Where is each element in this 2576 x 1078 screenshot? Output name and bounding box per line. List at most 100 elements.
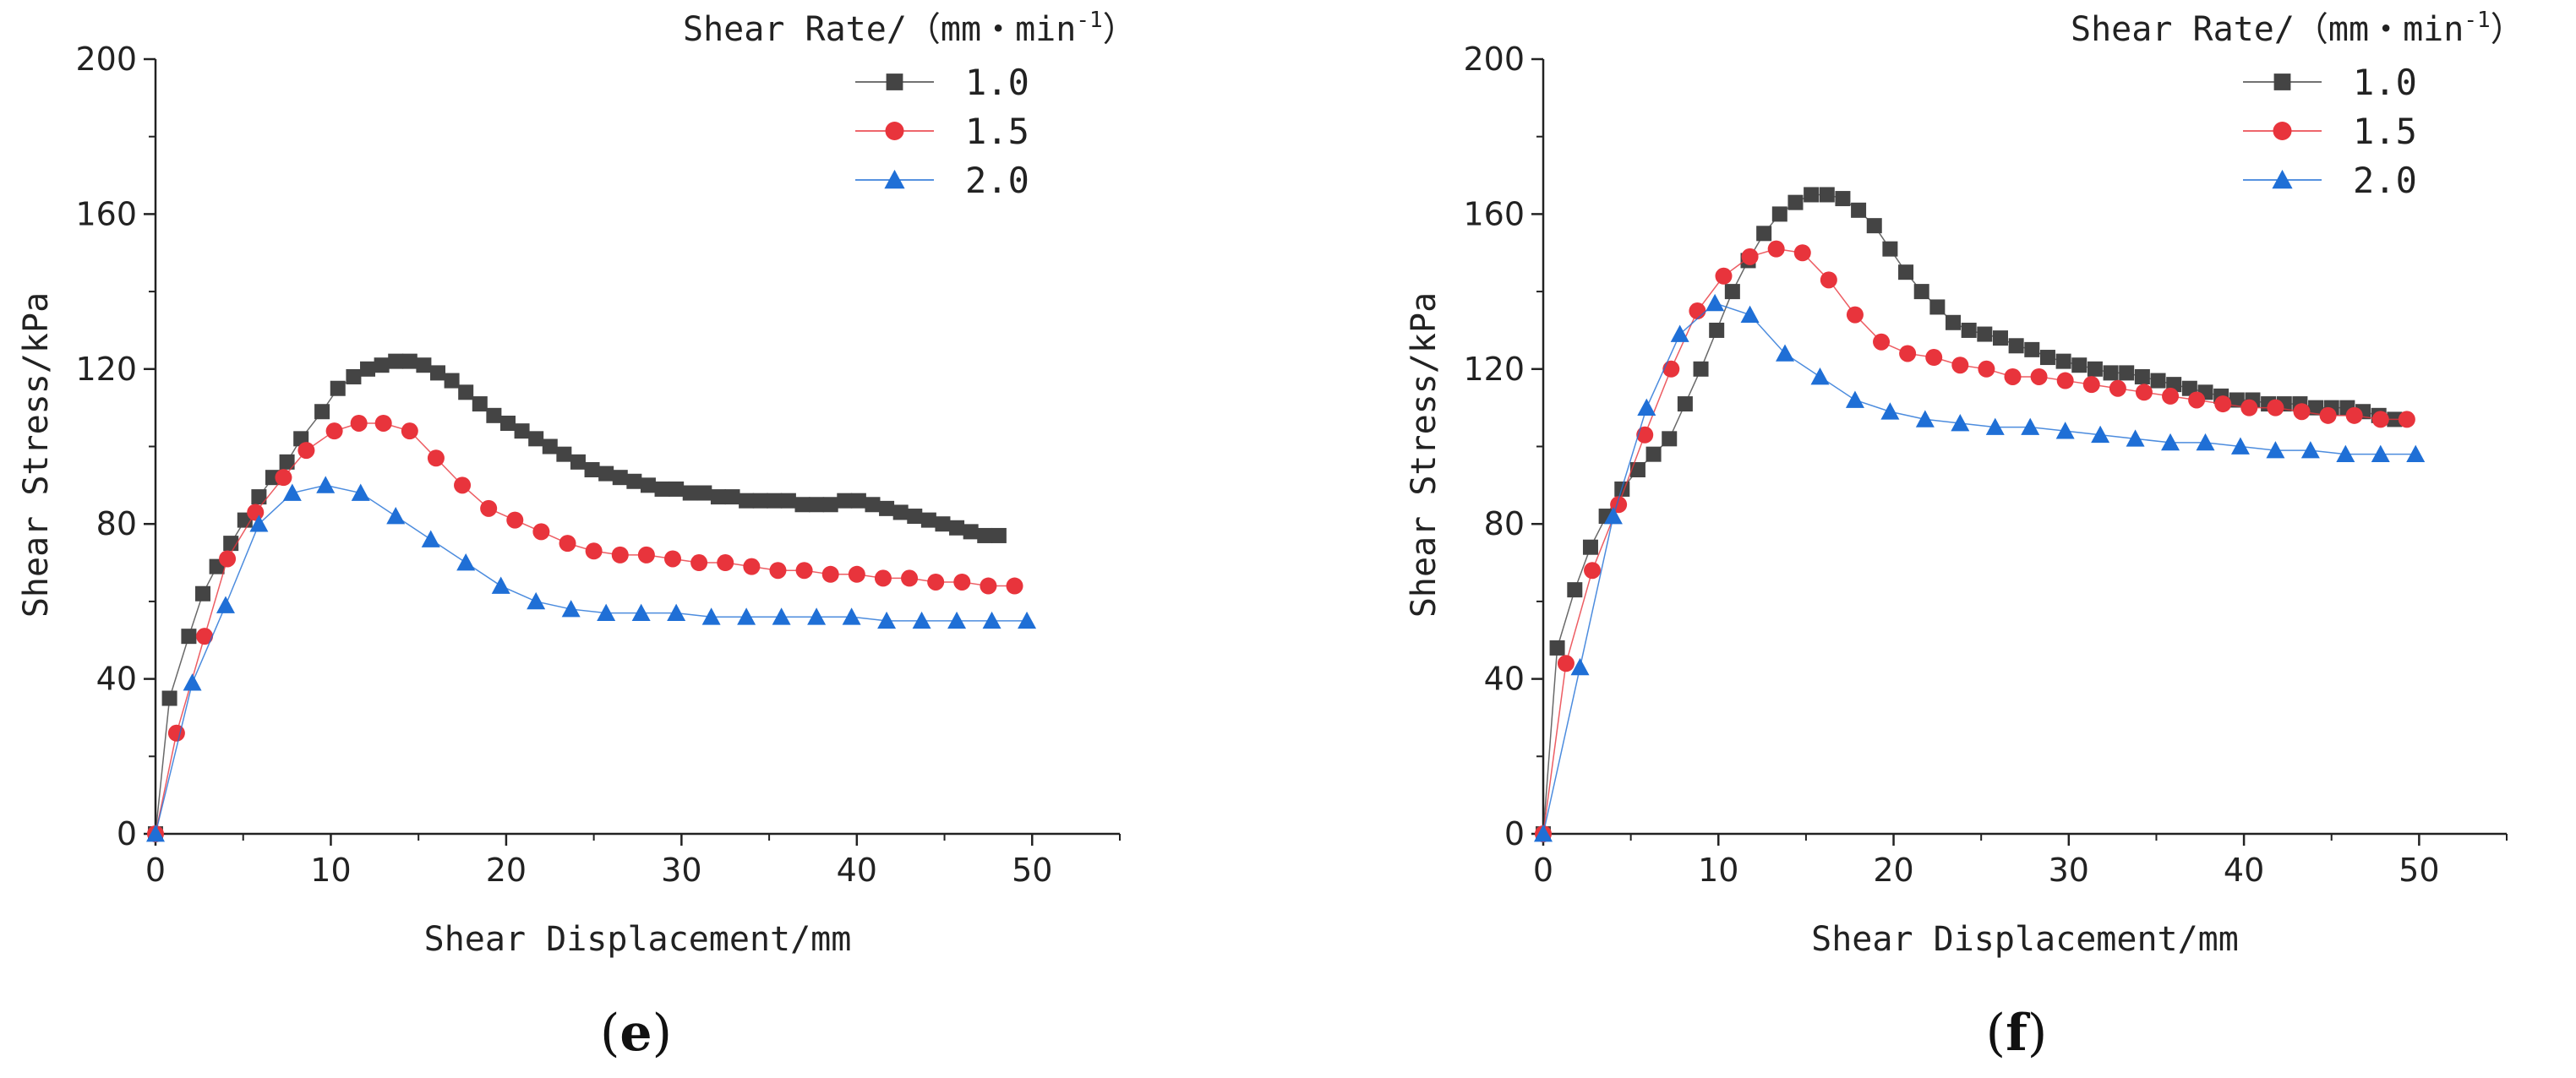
legend-label: 1.0 (965, 62, 1029, 103)
data-point-triangle (2336, 444, 2355, 463)
data-point-circle (585, 542, 603, 560)
data-point-square (1787, 194, 1804, 210)
data-point-triangle (1985, 417, 2005, 435)
data-point-circle (1662, 360, 1680, 378)
data-point-triangle (249, 514, 269, 532)
data-point-circle (2293, 403, 2311, 421)
data-point-square (1898, 264, 1914, 280)
legend-marker-circle (885, 122, 904, 140)
data-point-circle (1767, 240, 1785, 258)
data-point-square (1819, 187, 1835, 203)
data-point-triangle (982, 611, 1001, 629)
data-point-circle (821, 565, 839, 583)
data-point-triangle (386, 507, 406, 525)
data-point-triangle (1845, 390, 1864, 408)
data-point-square (2087, 361, 2103, 377)
data-point-triangle (2055, 422, 2075, 439)
data-point-square (1677, 396, 1693, 412)
data-point-square (1693, 361, 1709, 377)
data-point-square (612, 470, 628, 486)
y-tick-label: 160 (75, 195, 137, 232)
series-2.0 (1534, 293, 2426, 842)
data-point-square (1835, 191, 1851, 207)
data-point-square (1756, 226, 1772, 242)
data-point-square (892, 504, 909, 520)
x-tick-label: 40 (837, 852, 877, 889)
data-point-square (724, 489, 740, 505)
data-point-triangle (1706, 293, 1725, 312)
legend-label: 1.5 (2353, 111, 2417, 152)
data-point-square (514, 423, 530, 439)
data-point-circle (2188, 391, 2206, 409)
data-point-square (2071, 357, 2088, 373)
data-point-square (1866, 218, 1882, 234)
data-point-circle (953, 573, 971, 591)
legend-label: 2.0 (965, 160, 1029, 201)
data-point-circle (717, 554, 734, 572)
legend: Shear Rate/（mm・min-1） 1.0 1.5 2.0 (2071, 8, 2524, 201)
data-point-circle (2240, 399, 2258, 416)
x-tick-label: 0 (1533, 852, 1553, 889)
data-point-triangle (667, 603, 686, 622)
data-point-triangle (1018, 611, 1037, 629)
series-line (1542, 302, 2416, 835)
data-point-square (1882, 241, 1898, 257)
data-point-square (279, 454, 295, 470)
data-point-square (991, 527, 1007, 543)
data-point-triangle (737, 607, 756, 625)
data-point-circle (350, 414, 368, 432)
data-point-circle (611, 546, 629, 564)
data-point-triangle (316, 476, 336, 493)
data-point-square (809, 497, 825, 513)
x-tick-label: 10 (1698, 852, 1738, 889)
y-tick-label: 200 (75, 41, 137, 78)
data-point-triangle (1570, 657, 1590, 676)
data-point-square (401, 353, 418, 369)
data-point-circle (743, 558, 761, 575)
data-point-circle (769, 562, 787, 580)
data-point-square (2103, 365, 2119, 381)
data-point-circle (2371, 411, 2389, 428)
panel-label-paren-open: ( (600, 1004, 619, 1063)
series-2.0 (146, 476, 1037, 842)
x-axis-label: Shear Displacement/mm (1811, 920, 2239, 959)
data-point-triangle (1534, 825, 1553, 842)
data-point-circle (1689, 302, 1706, 320)
data-point-square (739, 493, 755, 509)
data-point-square (1662, 431, 1678, 447)
data-point-square (1771, 206, 1787, 222)
data-point-triangle (772, 607, 791, 625)
data-point-circle (2004, 368, 2022, 385)
data-point-square (780, 493, 796, 509)
data-point-square (444, 373, 460, 389)
data-point-square (920, 512, 936, 528)
data-point-square (837, 493, 853, 509)
data-point-triangle (421, 530, 440, 547)
series-1.0 (148, 353, 1007, 841)
data-point-circle (2319, 406, 2337, 424)
data-point-square (2039, 350, 2055, 366)
data-point-square (2308, 400, 2324, 416)
data-point-circle (325, 422, 343, 440)
data-point-square (195, 585, 211, 602)
data-point-square (528, 431, 544, 447)
y-tick-label: 0 (1504, 815, 1525, 852)
x-tick-label: 10 (310, 852, 351, 889)
data-point-circle (506, 511, 524, 529)
data-point-circle (2162, 387, 2180, 405)
data-point-circle (196, 628, 214, 645)
data-point-square (472, 396, 488, 412)
data-point-square (710, 489, 726, 505)
legend-title: Shear Rate/（mm・min-1） (2071, 8, 2524, 49)
data-point-square (556, 446, 572, 462)
series-line (155, 484, 1028, 835)
data-point-circle (1557, 655, 1575, 672)
data-point-square (977, 527, 993, 543)
data-point-circle (1006, 577, 1023, 595)
data-point-square (486, 407, 502, 423)
data-point-triangle (912, 611, 931, 629)
data-point-triangle (2300, 441, 2320, 459)
data-point-triangle (351, 483, 370, 501)
data-point-square (374, 357, 390, 373)
